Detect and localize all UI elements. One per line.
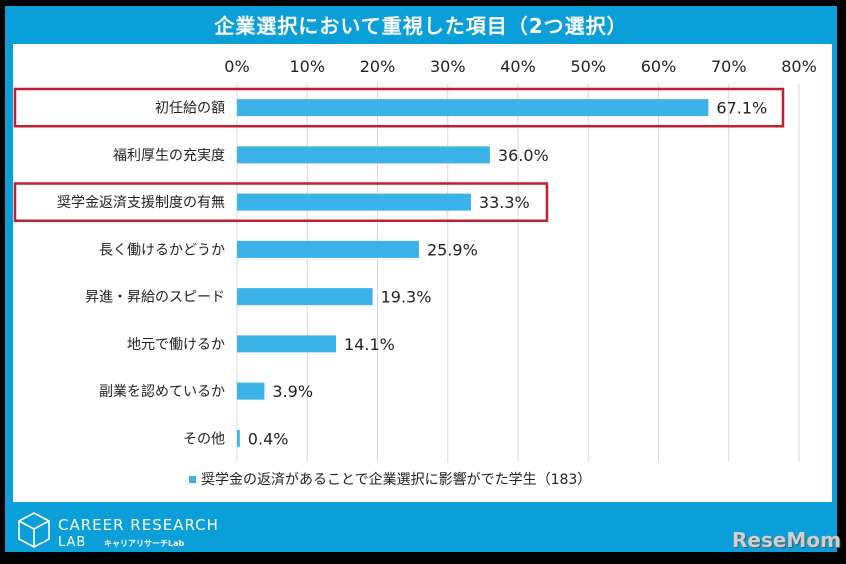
bar [237,429,240,447]
bar [237,240,419,258]
x-tick-label: 50% [570,57,606,76]
bar-chart: 0% 10% 20% 30% 40% 50% 60% 70% 80% 初任給の額 67.1% 福利厚生… [13,57,817,488]
x-tick-label: 30% [430,57,466,76]
x-tick-label: 10% [289,57,325,76]
category-label: 長く働けるかどうか [99,242,225,258]
x-tick-label: 20% [360,57,396,76]
logo-text-main: CAREER RESEARCH [58,516,219,534]
data-label: 36.0% [498,146,549,165]
data-label: 19.3% [381,288,432,307]
data-label: 33.3% [479,193,530,212]
x-tick-label: 40% [500,57,536,76]
category-label: その他 [183,431,225,447]
x-tick-label: 60% [641,57,677,76]
data-label: 0.4% [248,429,289,448]
category-label: 地元で働けるか [127,337,225,353]
legend-label: 奨学金の返済があることで企業選択に影響がでた学生（183） [201,471,591,488]
data-label: 25.9% [427,240,478,259]
x-tick-label: 80% [781,57,817,76]
bar [237,193,471,211]
bar [237,99,709,117]
logo-text-kana: キャリアリサーチLab [104,539,185,548]
data-label: 67.1% [716,99,767,118]
career-research-lab-logo: CAREER RESEARCH LAB キャリアリサーチLab [16,508,276,552]
data-label: 14.1% [344,335,395,354]
category-label: 副業を認めているか [99,384,225,400]
bar [237,288,373,306]
resemom-watermark: ReseMom [732,528,841,552]
category-label: 奨学金返済支援制度の有無 [57,195,225,211]
highlight-box [13,182,549,222]
chart-title: 企業選択において重視した項目（2つ選択） [214,13,628,38]
category-label: 初任給の額 [155,100,225,117]
x-tick-label: 70% [711,57,747,76]
chart-panel: 0% 10% 20% 30% 40% 50% 60% 70% 80% 初任給の額 67.1% 福利厚生… [13,44,832,502]
bar [237,382,265,400]
category-label: 昇進・昇給のスピード [85,290,225,306]
data-label: 3.9% [272,382,313,401]
logo-text-sub: LAB [58,535,87,550]
bar [237,335,337,353]
bar [237,146,490,164]
cube-logo-icon [18,512,50,548]
category-label: 福利厚生の充実度 [113,148,225,164]
highlight-box [13,87,785,128]
x-tick-label: 0% [224,57,249,76]
legend-swatch [189,476,196,483]
